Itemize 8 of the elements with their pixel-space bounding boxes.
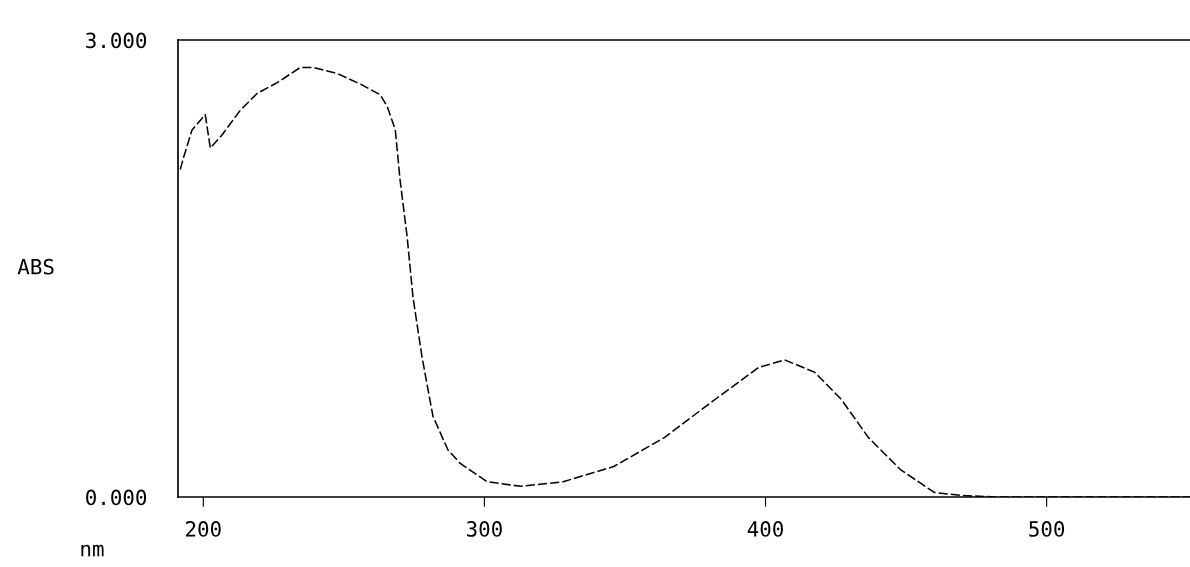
x-tick-label: 200 (186, 521, 221, 537)
x-axis-title: nm (81, 544, 104, 557)
y-tick-label: 0.000 (86, 489, 147, 506)
y-axis-title: ABS (17, 258, 54, 275)
y-tick-label: 3.000 (86, 32, 147, 49)
x-tick-label: 300 (466, 521, 502, 537)
x-tick-label: 500 (1029, 521, 1065, 537)
x-tick-label: 400 (747, 521, 783, 537)
